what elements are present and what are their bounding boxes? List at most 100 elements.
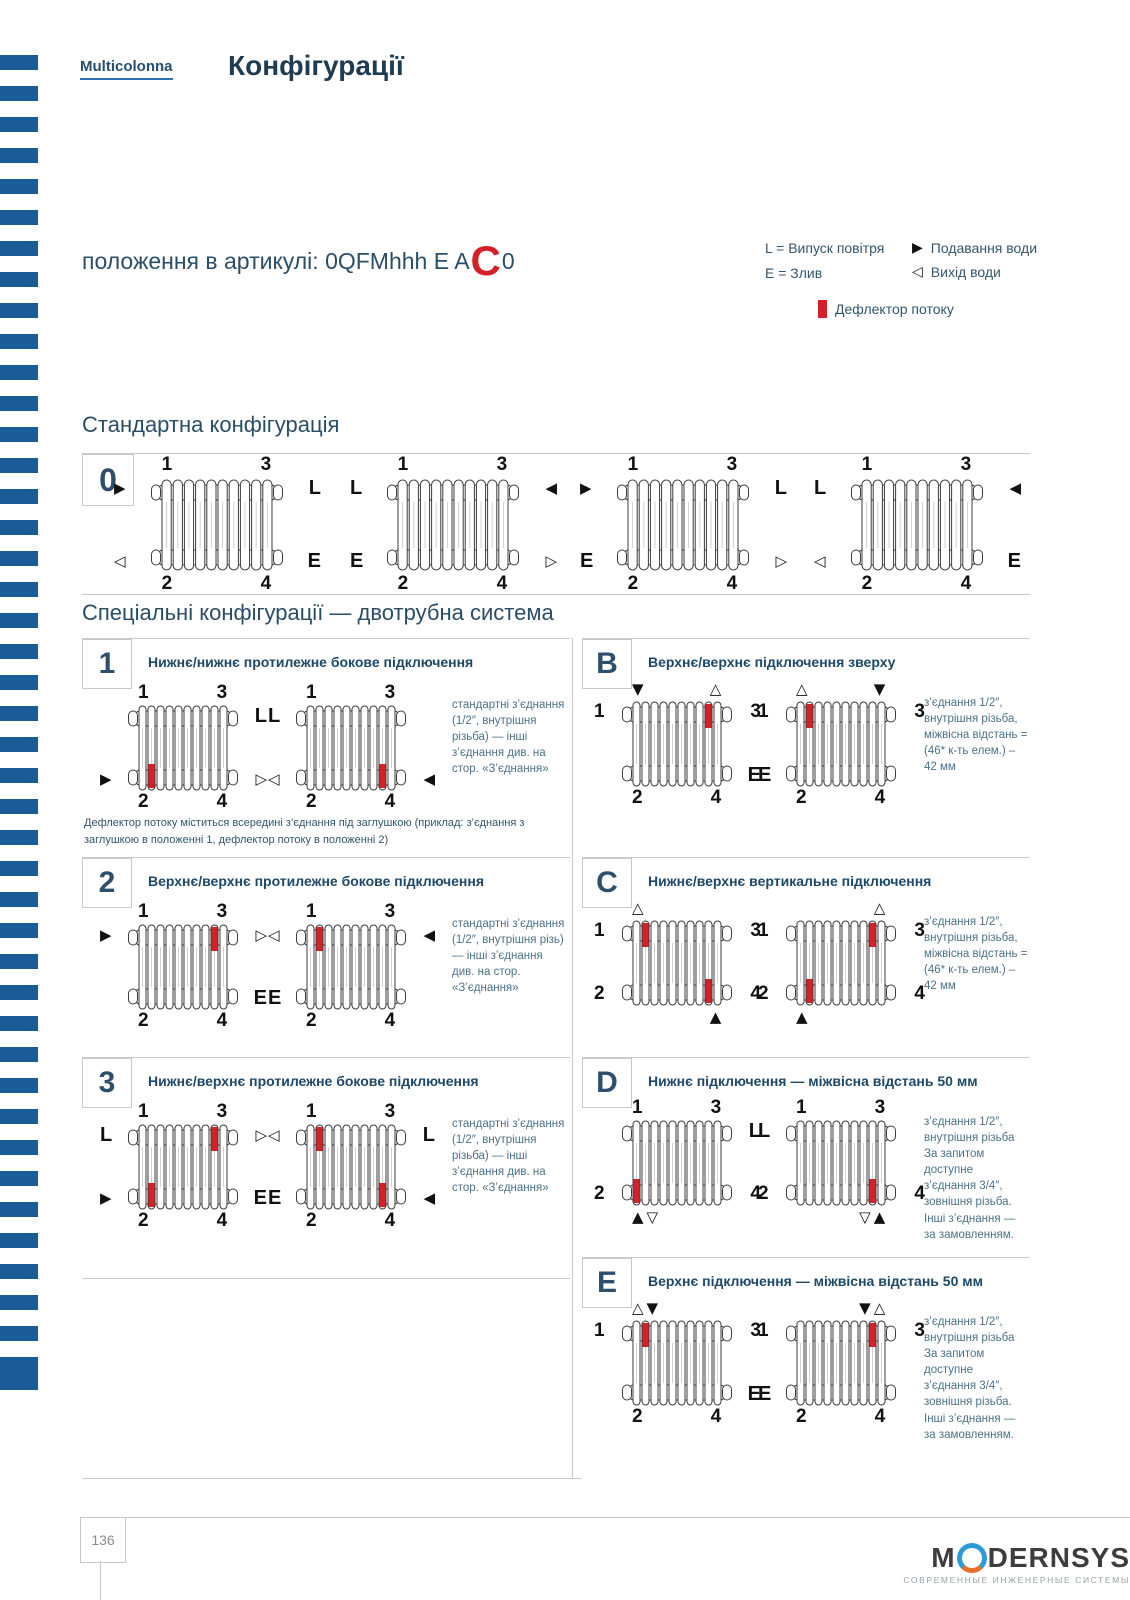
radiator-slot-al: 1 [796,1096,807,1120]
radiator-body [296,1123,406,1216]
drain-label: E [747,1382,761,1405]
article-position-line: положення в артикулі: 0QFMhhh E A C 0 [82,240,515,282]
radiator-slot-ar: 3 [217,900,228,924]
config-1-side-note: стандартні з’єднання (1/2″, внутрішня рі… [452,699,565,776]
position-3-label: 3 [216,682,228,703]
water-supply-right-icon: ▶ [114,478,126,497]
radiator-slot-sbr: ▷ [775,549,787,573]
water-outlet-up-icon: △ [709,679,722,698]
flow-deflector-icon [316,927,323,951]
radiator-slot-br: 4 [875,1405,886,1429]
position-2-label: 2 [758,983,769,1004]
position-4-label: 4 [710,1406,722,1427]
radiator-slot-ar: 3 [385,681,396,705]
radiator-slot-bl: 2 [138,1009,149,1033]
radiator-drawing [622,1320,732,1406]
radiator-slot-str: L [749,1119,761,1143]
radiator-slot-ar: 3 [711,1096,722,1120]
position-4-label: 4 [726,573,738,594]
page-title: Конфігурації [228,50,404,81]
column-divider [572,638,573,1478]
water-outlet-right-icon: ▷ [255,925,267,944]
legend-supply-row: ▶ Подавання води [912,240,1037,256]
legend-outlet-label: Вихід води [930,264,1001,280]
radiator-slot-sbl: 2 [594,982,605,1006]
position-4-label: 4 [874,1406,886,1427]
config-D-side-note: з’єднання 1/2″, внутрішня різьба За запи… [924,1116,1016,1241]
radiator-body [786,1119,896,1212]
radiator-slot-sbr: E [748,763,761,787]
vent-label: L [758,1119,771,1142]
config-2-label-box: 2 [82,858,132,908]
flow-deflector-icon [869,1179,876,1203]
radiator-drawing [387,479,519,571]
radiator-slot-bl: 2 [306,1209,317,1233]
position-1-label: 1 [796,1097,807,1118]
radiator-slot-al: △ ▼ [632,1296,658,1320]
config-C-side-note: з’єднання 1/2″, внутрішня різьба, міжвіс… [924,916,1028,993]
radiator-slot-sbl: E [268,1186,281,1210]
radiator-slot-bl: 2 [306,1009,317,1033]
radiator-slot-al: 1 [628,453,639,477]
radiator-slot-stl: 1 [758,919,769,943]
radiator-slot-ar: △ [710,677,722,701]
radiator-slot-ar: ▼ △ [859,1296,885,1320]
position-1-label: 1 [138,682,149,703]
radiator-slot-sbl: E [350,549,363,573]
radiator-slot-sbl: 2 [758,982,769,1006]
config-block-C: C Нижнє/верхнє вертикальне підключення △ ▲ 1… [582,857,1030,1058]
radiator-body [151,478,283,577]
config-C-label-box: C [582,858,632,908]
position-2-label: 2 [306,1210,317,1231]
radiator-drawing [128,1124,238,1210]
config-block-E: E Верхнє підключення — міжвісна відстань … [582,1257,1030,1479]
water-supply-down-icon: ▼ [646,1298,659,1317]
radiator-slot-bl: 2 [796,1405,807,1429]
water-supply-down-icon: ▼ [873,679,886,698]
drain-label: E [758,763,772,786]
config-block-2: 2 Верхнє/верхнє протилежне бокове підключ… [82,857,570,1058]
radiator-slot-al: 1 [632,1096,643,1120]
water-supply-right-icon: ▶ [100,1188,112,1207]
position-4-label: 4 [384,1210,396,1231]
radiator-diagram: 1 3 2 4 ▶ L E ▷ [576,454,791,594]
legend-arrows: ▶ Подавання води ◁ Вихід води [912,240,1037,280]
radiator-slot-str: 3 [914,919,925,943]
radiator-slot-al: △ [796,677,808,701]
config-B-label-box: B [582,639,632,689]
drain-label: E [253,986,267,1009]
radiator-slot-sbl: ▶ [100,767,112,791]
vent-label: L [308,476,321,499]
flow-deflector-icon [806,979,813,1003]
radiator-diagram: △ ▼ 2 4 1 3 E [754,679,929,808]
config-3-label-box: 3 [82,1058,132,1108]
water-outlet-left-icon: ◁ [814,551,826,570]
config-1-footnote: Дефлектор потоку міститься всередині з’є… [84,817,525,846]
radiator-body [617,478,749,577]
position-3-label: 3 [726,454,738,475]
water-outlet-left-icon: ◁ [268,1125,280,1144]
drain-label: E [1007,549,1021,572]
article-prefix: положення в артикулі: 0QFMhhh E A [82,247,470,274]
radiator-slot-br: 4 [385,1009,396,1033]
radiator-body [786,700,896,793]
radiator-slot-al: 1 [398,453,409,477]
position-1-label: 1 [138,1101,149,1122]
radiator-drawing [296,924,406,1010]
radiator-body [296,704,406,797]
radiator-drawing [128,705,238,791]
radiator-diagram: 1 3 2 4 ◁ L E ◀ [264,1101,439,1231]
position-3-label: 3 [874,1097,886,1118]
radiator-slot-bl: 2 [632,786,643,810]
position-1-label: 1 [306,901,317,922]
logo-wordmark: M DERNSYS [892,1543,1130,1573]
config-block-3: 3 Нижнє/верхнє протилежне бокове підключе… [82,1057,570,1279]
page-number: 136 [91,1532,115,1548]
radiator-body [622,1119,732,1212]
position-1-label: 1 [306,1101,317,1122]
page-number-box: 136 [80,1517,126,1563]
radiator-body [387,478,519,577]
position-2-label: 2 [306,791,317,812]
water-supply-up-icon: ▲ [709,1007,722,1026]
radiator-slot-stl: L [268,704,280,728]
